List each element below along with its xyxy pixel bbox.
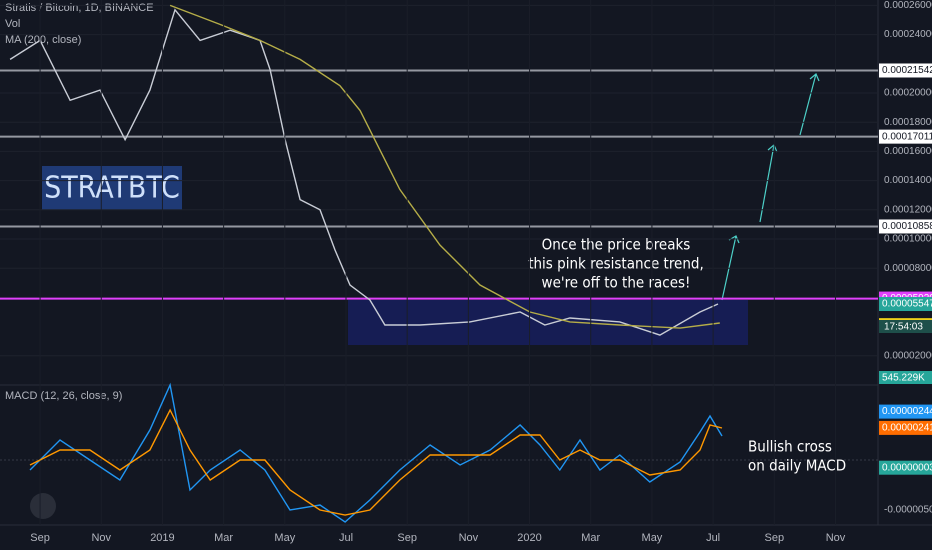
level-badge (879, 219, 932, 234)
x-tick-label: Sep (765, 532, 785, 544)
countdown-badge (879, 320, 932, 333)
annotation: Once the price breaks (542, 236, 691, 254)
y-tick-label: 0.00008000 (884, 263, 932, 274)
x-tick-label: Jul (339, 532, 353, 544)
watermark-box (42, 166, 182, 210)
macd-legend: MACD (12, 26, close, 9) (5, 390, 122, 402)
annotation: we're off to the races! (542, 274, 691, 292)
series-line (169, 4, 720, 329)
x-tick-label: 2019 (150, 532, 174, 544)
annotation: on daily MACD (748, 457, 846, 475)
y-tick-label: 0.00018000 (884, 117, 932, 128)
y-tick-label: 0.00016000 (884, 146, 932, 157)
y-tick-label: 0.00012000 (884, 204, 932, 215)
annotation: this pink resistance trend, (528, 255, 704, 273)
x-tick-label: Sep (30, 532, 50, 544)
range-box (348, 300, 748, 345)
y-tick-label: 0.00014000 (884, 175, 932, 186)
price-badge (879, 297, 932, 312)
y-tick-label: 0.00026000 (884, 0, 932, 11)
x-tick-label: 2020 (517, 532, 541, 544)
chart-title: Stratis / Bitcoin, 1D, BINANCE (5, 2, 154, 14)
x-tick-label: Jul (706, 532, 720, 544)
y-tick-label: 0.00024000 (884, 29, 932, 40)
x-tick-label: Nov (459, 532, 479, 544)
y-tick-label: 0.00010000 (884, 234, 932, 245)
x-tick-label: Mar (581, 532, 600, 544)
series-line (29, 382, 723, 523)
price-badge (879, 420, 932, 435)
x-tick-label: Mar (214, 532, 233, 544)
price-badge (879, 404, 932, 419)
level-badge (879, 63, 932, 78)
price-badge (879, 460, 932, 475)
x-tick-label: Nov (91, 532, 111, 544)
volume-legend: Vol (5, 18, 20, 30)
x-tick-label: Sep (397, 532, 417, 544)
level-label: 0.00021542 (882, 65, 932, 76)
y-tick-label: 0.00002000 (884, 350, 932, 361)
volume-badge (879, 371, 932, 384)
logo[interactable] (30, 493, 56, 519)
series-line (29, 408, 723, 516)
x-tick-label: May (274, 532, 295, 544)
arrow (799, 73, 820, 136)
price-label: 0.00000241 (882, 423, 932, 434)
x-tick-label: Nov (826, 532, 846, 544)
watermark: STRATBTC (44, 171, 180, 206)
level-badge (879, 129, 932, 144)
level-label: 0.00017011 (882, 131, 932, 142)
volume-value: 545.229K (882, 373, 925, 384)
price-label: 0.00000003 (882, 462, 932, 473)
y-tick-label: 0.00020000 (884, 88, 932, 99)
price-label: 0.00000244 (882, 406, 932, 417)
x-tick-label: May (642, 532, 663, 544)
price-label: 0.00005547 (882, 299, 932, 310)
level-label: 0.00010858 (882, 221, 932, 232)
ma-legend: MA (200, close) (5, 34, 81, 46)
annotation: Bullish cross (748, 438, 832, 456)
y-tick-label: -0.00000500 (884, 505, 932, 516)
countdown: 17:54:03 (884, 322, 923, 333)
